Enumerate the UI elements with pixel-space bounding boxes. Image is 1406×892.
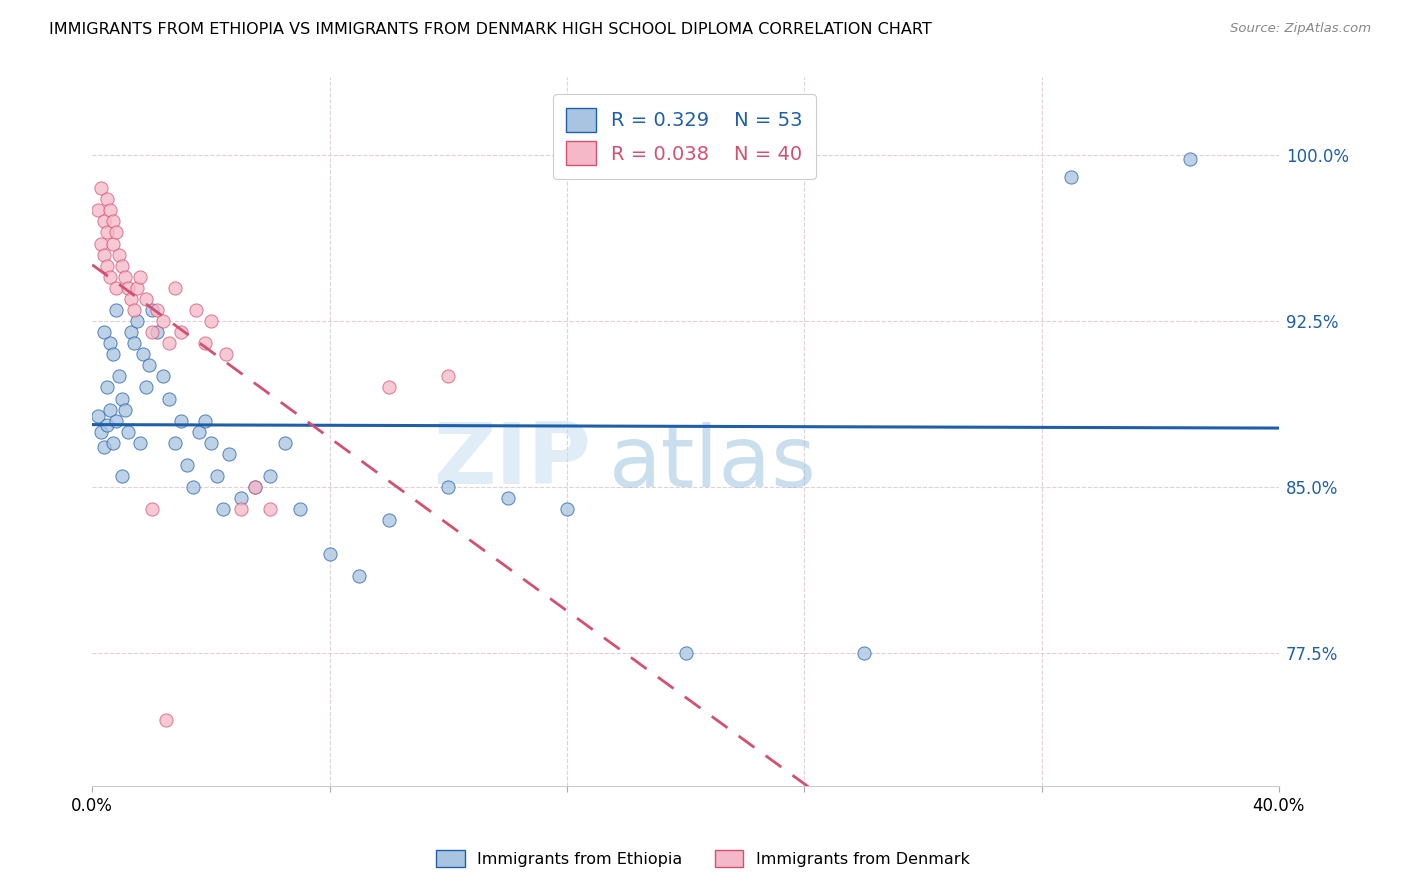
- Point: [96, 192, 118, 206]
- Point: [135, 380, 157, 394]
- Point: [111, 259, 134, 273]
- Point: [122, 336, 145, 351]
- Legend: Immigrants from Ethiopia, Immigrants from Denmark: Immigrants from Ethiopia, Immigrants fro…: [430, 844, 976, 873]
- Point: [120, 292, 142, 306]
- Point: [229, 502, 252, 516]
- Point: [146, 303, 169, 318]
- Point: [96, 259, 118, 273]
- Point: [215, 347, 238, 361]
- Point: [259, 469, 281, 483]
- Point: [111, 469, 134, 483]
- Point: [101, 236, 124, 251]
- Point: [104, 226, 127, 240]
- Point: [245, 480, 267, 494]
- Point: [117, 281, 139, 295]
- Point: [96, 380, 118, 394]
- Point: [131, 347, 153, 361]
- Point: [852, 646, 875, 660]
- Text: IMMIGRANTS FROM ETHIOPIA VS IMMIGRANTS FROM DENMARK HIGH SCHOOL DIPLOMA CORRELAT: IMMIGRANTS FROM ETHIOPIA VS IMMIGRANTS F…: [49, 22, 932, 37]
- Point: [218, 447, 240, 461]
- Point: [87, 409, 110, 424]
- Point: [347, 568, 370, 582]
- Point: [229, 491, 252, 506]
- Point: [274, 435, 297, 450]
- Point: [141, 303, 163, 318]
- Point: [1178, 153, 1201, 167]
- Point: [378, 380, 401, 394]
- Point: [138, 359, 160, 373]
- Point: [108, 247, 131, 261]
- Point: [101, 214, 124, 228]
- Point: [437, 369, 460, 384]
- Point: [288, 502, 311, 516]
- Point: [114, 269, 136, 284]
- Point: [184, 303, 207, 318]
- Point: [170, 414, 193, 428]
- Point: [165, 435, 187, 450]
- Point: [98, 203, 121, 218]
- Text: atlas: atlas: [609, 422, 817, 505]
- Point: [90, 181, 112, 195]
- Point: [194, 414, 217, 428]
- Point: [122, 303, 145, 318]
- Point: [98, 402, 121, 417]
- Point: [108, 369, 131, 384]
- Point: [555, 502, 578, 516]
- Point: [1060, 170, 1083, 185]
- Point: [170, 325, 193, 339]
- Point: [93, 440, 115, 454]
- Point: [101, 435, 124, 450]
- Point: [117, 425, 139, 439]
- Point: [101, 347, 124, 361]
- Point: [141, 502, 163, 516]
- Point: [87, 203, 110, 218]
- Point: [437, 480, 460, 494]
- Point: [128, 435, 150, 450]
- Point: [104, 414, 127, 428]
- Point: [200, 435, 222, 450]
- Point: [157, 392, 180, 406]
- Point: [93, 247, 115, 261]
- Point: [104, 281, 127, 295]
- Point: [125, 281, 148, 295]
- Point: [259, 502, 281, 516]
- Point: [176, 458, 198, 472]
- Point: [96, 418, 118, 433]
- Text: Source: ZipAtlas.com: Source: ZipAtlas.com: [1230, 22, 1371, 36]
- Point: [155, 713, 177, 727]
- Point: [146, 325, 169, 339]
- Point: [93, 325, 115, 339]
- Point: [181, 480, 204, 494]
- Point: [211, 502, 233, 516]
- Point: [128, 269, 150, 284]
- Point: [152, 369, 174, 384]
- Point: [141, 325, 163, 339]
- Point: [165, 281, 187, 295]
- Point: [125, 314, 148, 328]
- Point: [205, 469, 228, 483]
- Legend: R = 0.329    N = 53, R = 0.038    N = 40: R = 0.329 N = 53, R = 0.038 N = 40: [553, 95, 817, 178]
- Point: [188, 425, 211, 439]
- Point: [114, 402, 136, 417]
- Point: [496, 491, 519, 506]
- Point: [104, 303, 127, 318]
- Point: [90, 236, 112, 251]
- Point: [135, 292, 157, 306]
- Point: [96, 226, 118, 240]
- Point: [200, 314, 222, 328]
- Point: [98, 269, 121, 284]
- Text: ZIP: ZIP: [433, 418, 591, 501]
- Point: [111, 392, 134, 406]
- Point: [194, 336, 217, 351]
- Point: [245, 480, 267, 494]
- Point: [157, 336, 180, 351]
- Point: [378, 513, 401, 527]
- Point: [98, 336, 121, 351]
- Point: [318, 547, 340, 561]
- Point: [90, 425, 112, 439]
- Point: [675, 646, 697, 660]
- Point: [93, 214, 115, 228]
- Point: [152, 314, 174, 328]
- Point: [120, 325, 142, 339]
